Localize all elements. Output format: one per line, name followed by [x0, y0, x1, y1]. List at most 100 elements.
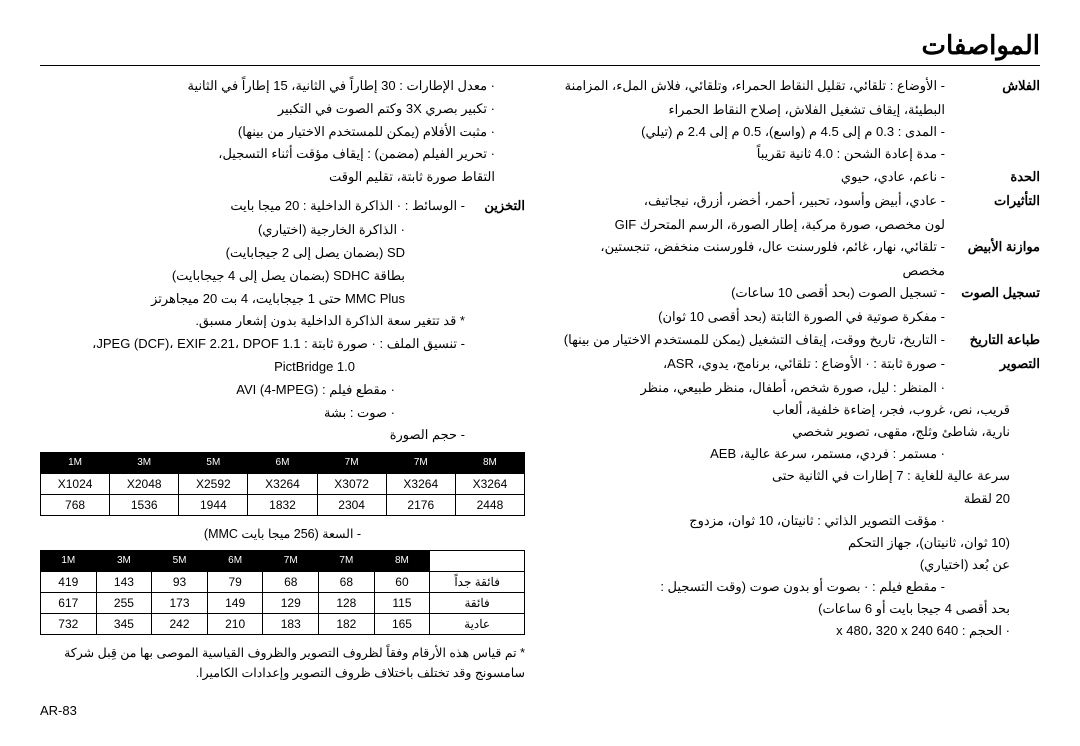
shoot-l10: عن بُعد (اختياري) — [555, 555, 1010, 575]
flash-range: - المدى : 0.3 م إلى 4.5 م (واسع)، 0.5 م … — [555, 122, 945, 142]
cap-cell: 128 — [319, 593, 375, 614]
effects-l1: - عادي، أبيض وأسود، تحبير، أحمر، أخضر، أ… — [555, 191, 945, 211]
storage-l5: MMC Plus حتى 1 جيجابايت، 4 بت 20 ميجاهرت… — [40, 289, 405, 310]
storage-l3: SD (بضمان يصل إلى 2 جيجابايت) — [40, 243, 405, 264]
cap-header: 7M — [263, 551, 319, 572]
date-label: طباعة التاريخ — [945, 330, 1040, 350]
date-l1: - التاريخ، تاريخ ووقت، إيقاف التشغيل (يم… — [555, 330, 945, 350]
storage-l8: PictBridge 1.0 — [40, 357, 355, 378]
shoot-l6: سرعة عالية للغاية : 7 إطارات في الثانية … — [555, 466, 1010, 486]
size-cell: 1536 — [110, 495, 179, 516]
size-header: 5M — [179, 453, 248, 474]
size-cell: X3072 — [317, 474, 386, 495]
flash-modes: - الأوضاع : تلقائي، تقليل النقاط الحمراء… — [555, 76, 945, 96]
cap-cell: 419 — [41, 572, 97, 593]
storage-l7: - تنسيق الملف : · صورة ثابتة : JPEG (DCF… — [40, 334, 465, 355]
cap-header: 5M — [152, 551, 208, 572]
storage-label: التخزين — [465, 196, 525, 216]
cap-header: 6M — [207, 551, 263, 572]
capacity-table: 1M3M5M6M7M7M8M 4191439379686860فائقة جدا… — [40, 550, 525, 635]
cap-cell: 345 — [96, 614, 152, 635]
storage-l9: · مقطع فيلم : AVI (4-MPEG) — [40, 380, 395, 401]
shoot-l11: - مقطع فيلم : · بصوت أو بدون صوت (وقت ال… — [555, 577, 945, 597]
voice-label: تسجيل الصوت — [945, 283, 1040, 303]
sharpness-val: - ناعم، عادي، حيوي — [555, 167, 945, 187]
size-cell: 1944 — [179, 495, 248, 516]
size-header: 7M — [386, 453, 455, 474]
voice-l2: - مفكرة صوتية في الصورة الثابتة (بحد أقص… — [555, 307, 945, 327]
cap-cell: فائقة جداً — [430, 572, 525, 593]
edit2: التقاط صورة ثابتة، تقليم الوقت — [40, 167, 495, 188]
shoot-l1: - صورة ثابتة : · الأوضاع : تلقائي، برنام… — [555, 354, 945, 374]
cap-header: 8M — [374, 551, 430, 572]
capacity-label: - السعة (256 ميجا بايت MMC) — [40, 524, 525, 544]
cap-cell: 149 — [207, 593, 263, 614]
cap-cell: 183 — [263, 614, 319, 635]
size-cell: X2592 — [179, 474, 248, 495]
cap-cell: 93 — [152, 572, 208, 593]
size-header: 8M — [455, 453, 524, 474]
cap-cell: 60 — [374, 572, 430, 593]
shoot-l3: قريب، نص، غروب، فجر، إضاءة خلفية، ألعاب — [555, 400, 1010, 420]
cap-header: 1M — [41, 551, 97, 572]
shoot-l8: · مؤقت التصوير الذاتي : ثانيتان، 10 ثوان… — [555, 511, 945, 531]
sharpness-label: الحدة — [945, 167, 1040, 187]
storage-l6: * قد تتغير سعة الذاكرة الداخلية بدون إشع… — [40, 311, 465, 332]
flash-label: الفلاش — [945, 76, 1040, 96]
size-header: 1M — [41, 453, 110, 474]
size-header: 7M — [317, 453, 386, 474]
cap-cell: 242 — [152, 614, 208, 635]
size-header: 6M — [248, 453, 317, 474]
right-column: الفلاش - الأوضاع : تلقائي، تقليل النقاط … — [555, 76, 1040, 685]
edit: · تحرير الفيلم (مضمن) : إيقاف مؤقت أثناء… — [40, 144, 495, 165]
cap-cell: 165 — [374, 614, 430, 635]
size-cell: X3264 — [455, 474, 524, 495]
storage-imgsize: - حجم الصورة — [40, 425, 465, 446]
cap-cell: عادية — [430, 614, 525, 635]
cap-header: 3M — [96, 551, 152, 572]
content-columns: الفلاش - الأوضاع : تلقائي، تقليل النقاط … — [40, 76, 1040, 685]
cap-cell: 210 — [207, 614, 263, 635]
cap-cell: 79 — [207, 572, 263, 593]
shoot-l2: · المنظر : ليل، صورة شخص، أطفال، منظر طب… — [555, 378, 945, 398]
left-column: · معدل الإطارات : 30 إطاراً في الثانية، … — [40, 76, 525, 685]
size-cell: 1832 — [248, 495, 317, 516]
cap-header — [430, 551, 525, 572]
wb-l2: مخصص — [555, 261, 945, 281]
shoot-label: التصوير — [945, 354, 1040, 374]
shoot-l7: 20 لقطة — [555, 489, 1010, 509]
shoot-l13: · الحجم : 640 x 480، 320 x 240 — [555, 621, 1010, 641]
flash-l2: البطيئة، إيقاف تشغيل الفلاش، إصلاح النقا… — [555, 100, 945, 120]
shoot-l4: نارية، شاطئ وثلج، مقهى، تصوير شخصي — [555, 422, 1010, 442]
shoot-l5: · مستمر : فردي، مستمر، سرعة عالية، AEB — [555, 444, 945, 464]
cap-header: 7M — [319, 551, 375, 572]
cap-cell: 68 — [319, 572, 375, 593]
shoot-l12: بحد أقصى 4 جيجا بايت أو 6 ساعات) — [555, 599, 1010, 619]
cap-cell: 182 — [319, 614, 375, 635]
zoom: · تكبير بصري 3X وكتم الصوت في التكبير — [40, 99, 495, 120]
cap-cell: 732 — [41, 614, 97, 635]
cap-cell: 143 — [96, 572, 152, 593]
cap-cell: 129 — [263, 593, 319, 614]
measurement-note: * تم قياس هذه الأرقام وفقاً لظروف التصوي… — [40, 643, 525, 683]
wb-l1: - تلقائي، نهار، غائم، فلورسنت عال، فلورس… — [555, 237, 945, 257]
effects-label: التأثيرات — [945, 191, 1040, 211]
size-cell: X2048 — [110, 474, 179, 495]
cap-cell: 617 — [41, 593, 97, 614]
cap-cell: 68 — [263, 572, 319, 593]
stabilizer: · مثبت الأفلام (يمكن للمستخدم الاختيار م… — [40, 122, 495, 143]
flash-recharge: - مدة إعادة الشحن : 4.0 ثانية تقريباً — [555, 144, 945, 164]
cap-cell: فائقة — [430, 593, 525, 614]
size-cell: 2448 — [455, 495, 524, 516]
size-cell: 768 — [41, 495, 110, 516]
size-cell: X3264 — [386, 474, 455, 495]
size-cell: X3264 — [248, 474, 317, 495]
voice-l1: - تسجيل الصوت (بحد أقصى 10 ساعات) — [555, 283, 945, 303]
storage-l10: · صوت : بشة — [40, 403, 395, 424]
cap-cell: 115 — [374, 593, 430, 614]
cap-cell: 255 — [96, 593, 152, 614]
page-title: المواصفات — [40, 30, 1040, 61]
image-size-table: 1M3M5M6M7M7M8M X1024X2048X2592X3264X3072… — [40, 452, 525, 516]
wb-label: موازنة الأبيض — [945, 237, 1040, 257]
cap-cell: 173 — [152, 593, 208, 614]
